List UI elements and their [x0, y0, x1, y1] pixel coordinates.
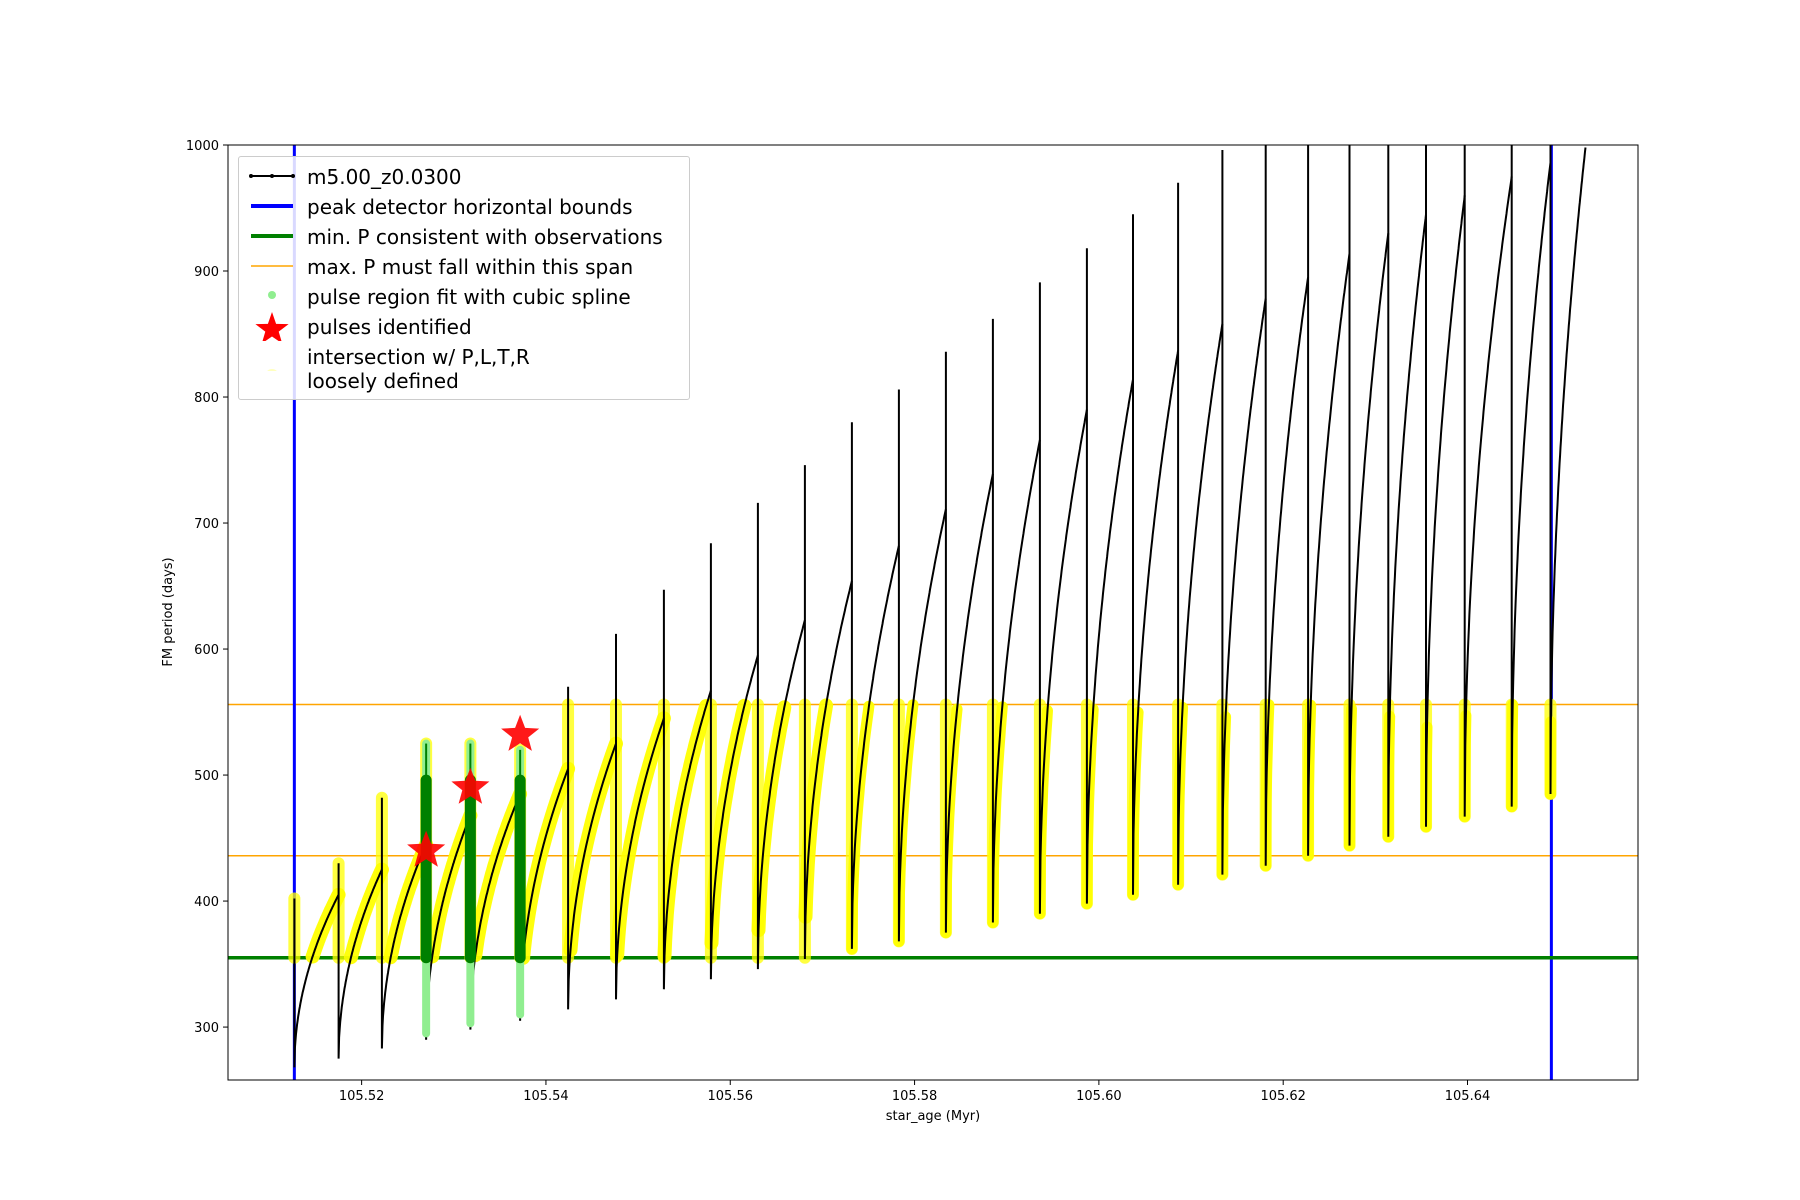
- period-curve-segment: [1264, 145, 1310, 866]
- legend-swatch-min-period: [251, 234, 293, 238]
- intersection-layer: [288, 698, 1557, 965]
- x-axis-label: star_age (Myr): [886, 1109, 980, 1124]
- pulse-star: [407, 830, 446, 867]
- period-curve-segment: [425, 743, 472, 1040]
- intersection-band: [563, 736, 623, 957]
- period-curve-segment: [944, 351, 994, 933]
- legend-item-bounds: peak detector horizontal bounds: [239, 191, 689, 221]
- period-curve-segment: [1510, 145, 1552, 807]
- legend-item-spline: pulse region fit with cubic spline: [239, 281, 689, 311]
- legend-item-intersection: intersection w/ P,L,T,R loosely defined: [239, 341, 689, 395]
- y-tick-label: 500: [194, 769, 219, 784]
- legend-item-series: m5.00_z0.0300: [239, 161, 689, 191]
- plot-frame: [227, 144, 1639, 1081]
- period-curve-segment: [1085, 248, 1134, 904]
- period-curve-segment: [709, 543, 759, 980]
- intersection-band: [516, 761, 576, 965]
- period-curve-segment: [1307, 145, 1351, 856]
- intersection-band: [468, 787, 528, 963]
- y-tick-label: 1000: [186, 139, 219, 154]
- period-curve-segment: [337, 863, 383, 1059]
- legend-swatch-pulses: [255, 312, 289, 341]
- y-tick-label: 700: [194, 517, 219, 532]
- x-axis: 105.52 105.54 105.56 105.58 105.60 105.62 105.…: [339, 1080, 1490, 1104]
- y-tick-label: 600: [194, 643, 219, 658]
- period-series-layer: [293, 145, 1587, 1068]
- period-curve-segment: [293, 894, 340, 1068]
- pulse-star: [451, 767, 490, 804]
- legend-label-spline: pulse region fit with cubic spline: [307, 285, 631, 309]
- period-curve-segment: [1549, 145, 1587, 795]
- y-tick-label: 900: [194, 265, 219, 280]
- legend-swatch-bounds: [251, 204, 293, 208]
- legend-label-pulses: pulses identified: [307, 315, 472, 339]
- legend-swatch-intersection: [267, 369, 277, 371]
- period-curve-segment: [1425, 145, 1466, 827]
- y-tick-label: 800: [194, 391, 219, 406]
- intersection-band: [610, 711, 671, 962]
- period-curve-segment: [567, 686, 617, 1010]
- legend-label-min-period: min. P consistent with observations: [307, 225, 663, 249]
- legend-label-bounds: peak detector horizontal bounds: [307, 195, 633, 219]
- x-tick-label: 105.54: [523, 1089, 569, 1104]
- legend-item-max-period: max. P must fall within this span: [239, 251, 689, 281]
- legend-label-max-period: max. P must fall within this span: [307, 255, 634, 279]
- period-curve-segment: [1221, 150, 1267, 875]
- x-tick-label: 105.64: [1445, 1089, 1491, 1104]
- x-tick-label: 105.62: [1260, 1089, 1306, 1104]
- legend-swatch-max-period: [251, 265, 293, 267]
- period-curve-segment: [1463, 145, 1513, 817]
- legend-swatch-series: [249, 174, 295, 178]
- period-curve-segment: [519, 749, 570, 1021]
- intersection-band: [657, 699, 714, 963]
- period-curve-segment: [756, 502, 806, 970]
- x-tick-label: 105.52: [339, 1089, 385, 1104]
- period-curve-segment: [991, 318, 1041, 923]
- legend-label-series: m5.00_z0.0300: [307, 165, 462, 189]
- y-axis-label: FM period (days): [161, 557, 176, 666]
- period-curve-segment: [803, 465, 853, 960]
- legend-label-intersection: intersection w/ P,L,T,R loosely defined: [307, 345, 530, 393]
- y-axis: 300 400 500 600 700 800 900 1000: [186, 139, 228, 1036]
- period-curve-segment: [897, 389, 947, 942]
- period-curve-segment: [1177, 182, 1224, 885]
- period-curve-segment: [850, 422, 900, 949]
- x-tick-label: 105.60: [1076, 1089, 1122, 1104]
- x-tick-label: 105.58: [892, 1089, 938, 1104]
- period-curve-segment: [662, 589, 712, 990]
- period-curve-segment: [615, 633, 665, 1000]
- legend: m5.00_z0.0300 peak detector horizontal b…: [238, 156, 690, 400]
- pulses-layer: [407, 714, 540, 867]
- y-tick-label: 400: [194, 895, 219, 910]
- pulse-star: [501, 714, 540, 751]
- period-curve-segment: [1387, 145, 1427, 837]
- legend-item-pulses: pulses identified: [239, 311, 689, 341]
- y-tick-label: 300: [194, 1021, 219, 1036]
- period-curve-segment: [1038, 282, 1088, 914]
- x-tick-label: 105.56: [708, 1089, 754, 1104]
- period-curve-segment: [469, 743, 522, 1030]
- period-curve-segment: [1132, 214, 1180, 895]
- legend-item-min-period: min. P consistent with observations: [239, 221, 689, 251]
- period-curve-segment: [1348, 145, 1390, 846]
- legend-swatch-spline: [268, 291, 276, 299]
